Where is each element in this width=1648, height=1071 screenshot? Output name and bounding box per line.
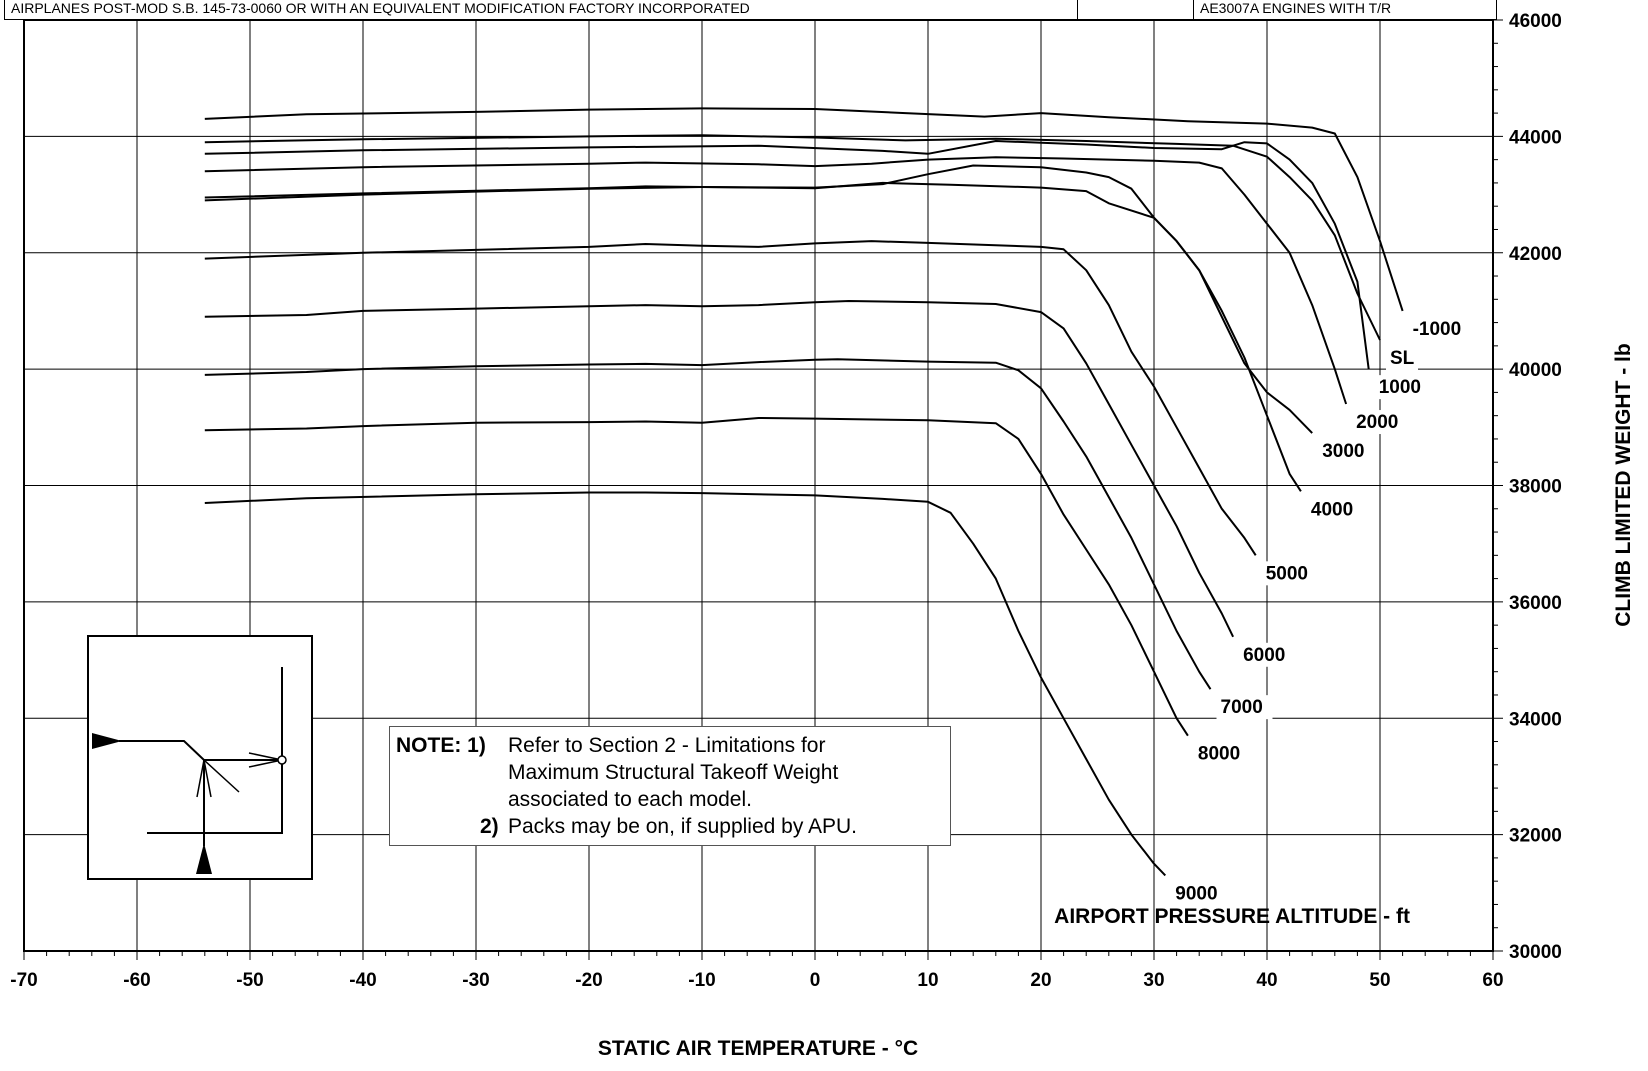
x-tick-label: -10 xyxy=(688,970,715,991)
series-label-bg xyxy=(1352,410,1409,435)
series-group-label: AIRPORT PRESSURE ALTITUDE - ft xyxy=(1054,905,1410,928)
y-tick-label: 38000 xyxy=(1509,477,1562,498)
x-tick-label: -60 xyxy=(123,970,150,991)
series-label-bg xyxy=(1374,375,1431,400)
x-tick-label: 60 xyxy=(1482,970,1503,991)
note-item2-line: Packs may be on, if supplied by APU. xyxy=(508,815,858,838)
x-tick-label: 30 xyxy=(1143,970,1164,991)
entry-arrow-icon xyxy=(92,733,122,749)
note-item1-line1: Refer to Section 2 - Limitations for xyxy=(508,734,826,757)
series-line-2000 xyxy=(204,156,1348,405)
note-lead: NOTE: 1) xyxy=(396,734,486,757)
series-line-8000 xyxy=(204,417,1189,737)
series-label-bg xyxy=(1408,316,1477,341)
series-line--1000 xyxy=(204,107,1404,312)
note-item1-line3: associated to each model. xyxy=(508,788,752,811)
series-label: 3000 xyxy=(1322,441,1364,462)
temperature-entry-arrow-icon xyxy=(196,843,212,874)
series-line-SL xyxy=(204,134,1381,341)
header-engine-note: AE3007A ENGINES WITH T/R xyxy=(1193,0,1497,20)
series-label: 2000 xyxy=(1356,412,1398,433)
series-label: 4000 xyxy=(1311,499,1353,520)
series-label: -1000 xyxy=(1413,319,1462,340)
series-line-3000 xyxy=(204,181,1313,434)
x-tick-label: -20 xyxy=(575,970,602,991)
x-tick-label: 10 xyxy=(917,970,938,991)
note-item2-number: 2) xyxy=(480,815,499,838)
x-tick-label: -70 xyxy=(10,970,37,991)
series-label-bg xyxy=(1261,561,1318,586)
x-tick-label: 20 xyxy=(1030,970,1051,991)
series-label-bg xyxy=(1386,346,1418,371)
y-tick-label: 40000 xyxy=(1509,360,1562,381)
series-label: 7000 xyxy=(1221,697,1263,718)
note-item1-line2: Maximum Structural Takeoff Weight xyxy=(508,761,839,784)
header-applicability-note: AIRPLANES POST-MOD S.B. 145-73-0060 OR W… xyxy=(4,0,1078,20)
usage-example-diagram xyxy=(92,667,287,874)
x-tick-label: 40 xyxy=(1256,970,1277,991)
y-tick-label: 42000 xyxy=(1509,244,1562,265)
series-label-bg xyxy=(1171,881,1228,906)
series-label-bg xyxy=(1318,439,1375,464)
y-tick-label: 44000 xyxy=(1509,127,1562,148)
series-label: 1000 xyxy=(1379,377,1421,398)
x-axis-title: STATIC AIR TEMPERATURE - °C xyxy=(598,1037,918,1060)
series-line-5000 xyxy=(204,240,1257,556)
series-line-4000 xyxy=(204,164,1302,492)
series-line-1000 xyxy=(204,140,1370,370)
chart-usage-example-box xyxy=(87,635,313,880)
series-label: 8000 xyxy=(1198,744,1240,765)
series-label-bg xyxy=(1193,741,1250,766)
series-line-6000 xyxy=(204,300,1234,638)
y-tick-label: 32000 xyxy=(1509,826,1562,847)
y-tick-label: 30000 xyxy=(1509,942,1562,963)
x-tick-label: -30 xyxy=(462,970,489,991)
series-line-9000 xyxy=(204,491,1167,877)
y-tick-label: 46000 xyxy=(1509,11,1562,32)
x-tick-label: 50 xyxy=(1369,970,1390,991)
series-label: SL xyxy=(1390,348,1415,369)
series-label: 5000 xyxy=(1266,563,1308,584)
x-tick-label: -40 xyxy=(349,970,376,991)
series-line-7000 xyxy=(204,358,1212,690)
series-label-bg xyxy=(1239,642,1296,667)
series-label: 6000 xyxy=(1243,645,1285,666)
series-label: 9000 xyxy=(1175,883,1217,904)
x-tick-label: 0 xyxy=(810,970,821,991)
series-label-bg xyxy=(1216,695,1273,720)
y-tick-label: 36000 xyxy=(1509,593,1562,614)
x-tick-label: -50 xyxy=(236,970,263,991)
note-box: NOTE: 1) Refer to Section 2 - Limitation… xyxy=(389,726,951,846)
series-label-bg xyxy=(1306,497,1363,522)
y-axis-title: CLIMB LIMITED WEIGHT - lb xyxy=(1612,343,1635,626)
y-tick-label: 34000 xyxy=(1509,709,1562,730)
